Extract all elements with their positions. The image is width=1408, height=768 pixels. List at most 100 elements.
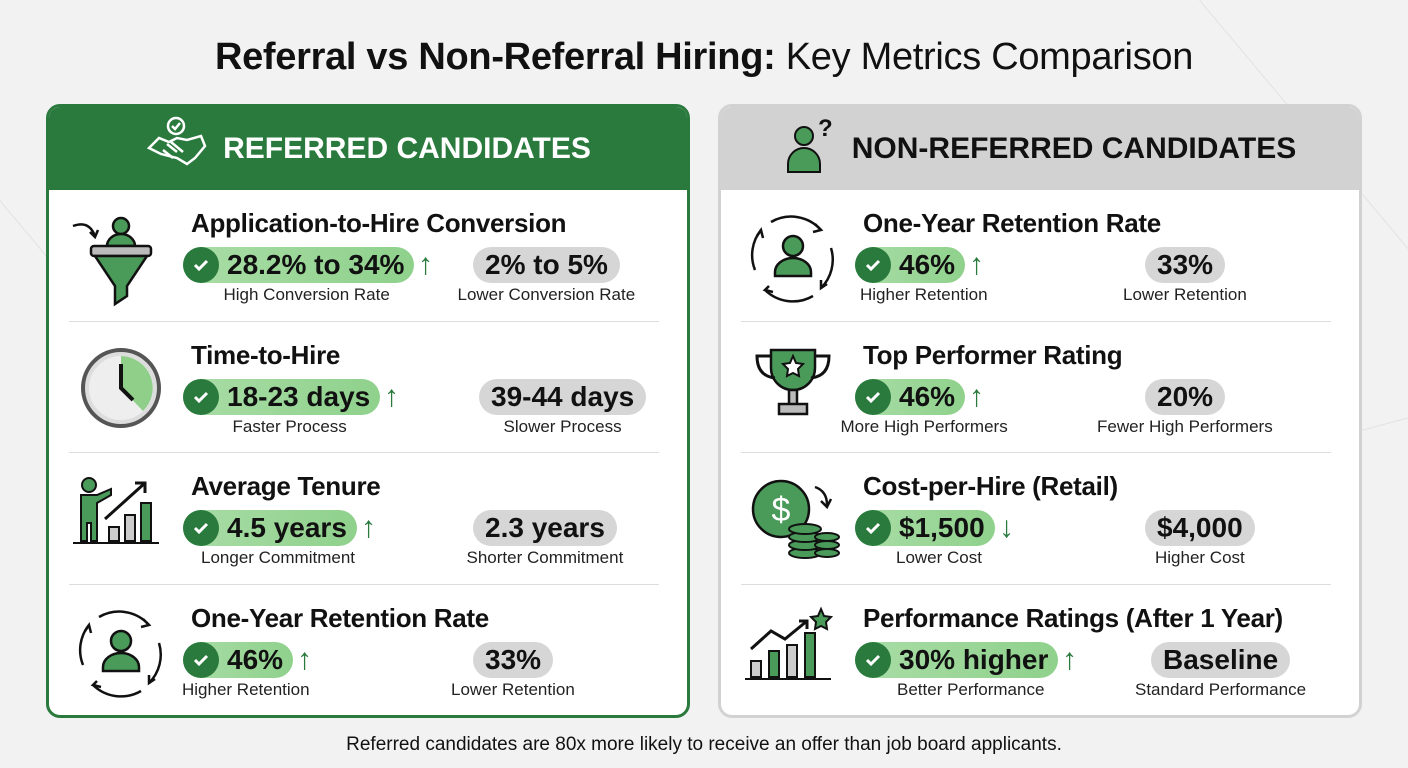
person-question-icon: ? (784, 114, 836, 184)
metric-title: Top Performer Rating (863, 339, 1123, 370)
non-referred-value-pill: 33% (473, 641, 554, 678)
referred-value: 18-23 days (227, 380, 371, 412)
check-circle-icon (855, 641, 891, 678)
referred-value-pill: 28.2% to 34% (183, 247, 415, 283)
svg-text:?: ? (818, 115, 833, 142)
check-circle-icon (855, 378, 891, 415)
arrow-up-icon: ↑ (361, 511, 376, 544)
non-referred-value-label: Lower Conversion Rate (457, 285, 636, 304)
non-referred-value-label: Standard Performance (1135, 679, 1307, 699)
page-title: Referral vs Non-Referral Hiring: Key Met… (0, 36, 1408, 79)
non-referred-value-label: Slower Process (503, 416, 622, 436)
non-referred-value-pill: $4,000 (1145, 510, 1255, 546)
referred-value-pill: 30% higher (855, 641, 1059, 678)
referred-value-label: More High Performers (840, 416, 1008, 436)
arrow-up-icon: ↑ (1062, 642, 1077, 676)
check-circle-icon (855, 510, 891, 546)
non-referred-header-title: NON-REFERRED CANDIDATES (851, 131, 1297, 165)
non-referred-value: 20% (1157, 380, 1214, 412)
metric-title: One-Year Retention Rate (863, 208, 1161, 238)
non-referred-value-label: Fewer High Performers (1097, 416, 1273, 436)
title-bold: Referral vs Non-Referral Hiring: (214, 36, 776, 78)
referred-panel: REFERRED CANDIDATES Application-to-Hire … (46, 104, 690, 718)
non-referred-value-label: Lower Retention (451, 679, 575, 699)
referred-value-pill: 46% (183, 641, 294, 678)
referred-value: 28.2% to 34% (227, 249, 405, 280)
presenter-growth-chart-icon (69, 467, 173, 571)
funnel-person-icon (69, 204, 173, 308)
check-circle-icon (855, 247, 891, 283)
non-referred-value-pill: Baseline (1151, 641, 1291, 678)
non-referred-value: 33% (485, 643, 542, 675)
non-referred-value-pill: 20% (1145, 378, 1226, 415)
non-referred-value-pill: 39-44 days (479, 378, 647, 415)
referred-value: 30% higher (899, 643, 1049, 675)
non-referred-metrics: One-Year Retention Rate 46% ↑ Higher Retent… (721, 190, 1359, 716)
arrow-up-icon: ↑ (969, 379, 984, 413)
referred-value: 46% (227, 643, 284, 675)
growth-chart-star-icon (741, 599, 845, 703)
trophy-star-icon (741, 336, 845, 440)
person-cycle-icon (69, 599, 173, 703)
non-referred-value: 2% to 5% (485, 249, 608, 280)
metric-row: Time-to-Hire 18-23 days ↑ Faster Process 39-… (69, 322, 659, 453)
metric-row: Average Tenure 4.5 years ↑ Longer Commitmen… (69, 453, 659, 585)
referred-value: 4.5 years (227, 512, 347, 543)
referred-value: 46% (899, 249, 956, 280)
title-regular: Key Metrics Comparison (775, 36, 1194, 78)
non-referred-value-label: Higher Cost (1155, 548, 1245, 567)
metric-row: Performance Ratings (After 1 Year) 30% hi… (741, 585, 1331, 716)
referred-value: $1,500 (899, 512, 985, 543)
arrow-up-icon: ↑ (418, 248, 433, 281)
referred-value-label: Faster Process (232, 416, 347, 436)
non-referred-value-pill: 2.3 years (473, 510, 617, 546)
non-referred-value: $4,000 (1157, 512, 1243, 543)
metric-title: Average Tenure (191, 471, 381, 501)
non-referred-value: Baseline (1163, 643, 1279, 675)
referred-value: 46% (899, 380, 956, 412)
metric-title: Application-to-Hire Conversion (191, 208, 567, 238)
non-referred-value-pill: 33% (1145, 247, 1226, 283)
non-referred-value-label: Lower Retention (1123, 285, 1247, 304)
referred-value-label: High Conversion Rate (223, 285, 390, 304)
check-circle-icon (183, 378, 219, 415)
non-referred-header: ? NON-REFERRED CANDIDATES (721, 107, 1359, 190)
referred-value-pill: 46% (855, 378, 966, 415)
non-referred-value: 33% (1157, 249, 1214, 280)
metric-row: Top Performer Rating 46% ↑ More High Perfor… (741, 322, 1331, 453)
referred-value-pill: 18-23 days (183, 378, 381, 415)
metric-title: Performance Ratings (After 1 Year) (863, 602, 1283, 633)
handshake-check-icon (145, 114, 207, 184)
referred-value-pill: 46% (855, 247, 966, 283)
metric-title: One-Year Retention Rate (191, 602, 489, 633)
arrow-up-icon: ↑ (969, 248, 984, 281)
metric-title: Time-to-Hire (191, 339, 341, 370)
check-circle-icon (183, 641, 219, 678)
clock-icon (69, 336, 173, 440)
referred-metrics: Application-to-Hire Conversion 28.2% to 3… (49, 190, 687, 716)
svg-text:$: $ (772, 491, 791, 529)
non-referred-panel: ? NON-REFERRED CANDIDATES One-Year Reten… (718, 104, 1362, 718)
metric-row: One-Year Retention Rate 46% ↑ Higher Retent… (741, 190, 1331, 322)
dollar-coins-icon: $ (741, 467, 845, 571)
referred-value-pill: 4.5 years (183, 510, 357, 546)
referred-value-label: Better Performance (897, 679, 1045, 699)
metric-row: $ Cost-per-Hire (Retail) $1,500 ↓ Lower Cost… (741, 453, 1331, 585)
referred-value-label: Higher Retention (182, 679, 310, 699)
metric-row: One-Year Retention Rate 46% ↑ Higher Retent… (69, 585, 659, 716)
referred-value-pill: $1,500 (855, 510, 995, 546)
person-cycle-icon (741, 204, 845, 308)
metric-title: Cost-per-Hire (Retail) (863, 471, 1118, 501)
check-circle-icon (183, 510, 219, 546)
referred-value-label: Higher Retention (860, 285, 988, 304)
arrow-up-icon: ↑ (384, 379, 399, 413)
referred-value-label: Lower Cost (896, 548, 982, 567)
non-referred-value: 2.3 years (485, 512, 605, 543)
metric-row: Application-to-Hire Conversion 28.2% to 3… (69, 190, 659, 322)
referred-header-title: REFERRED CANDIDATES (223, 131, 591, 165)
referred-value-label: Longer Commitment (201, 548, 356, 567)
non-referred-value-pill: 2% to 5% (473, 247, 620, 283)
non-referred-value: 39-44 days (491, 380, 635, 412)
arrow-down-icon: ↓ (999, 511, 1014, 544)
non-referred-value-label: Shorter Commitment (466, 548, 624, 567)
